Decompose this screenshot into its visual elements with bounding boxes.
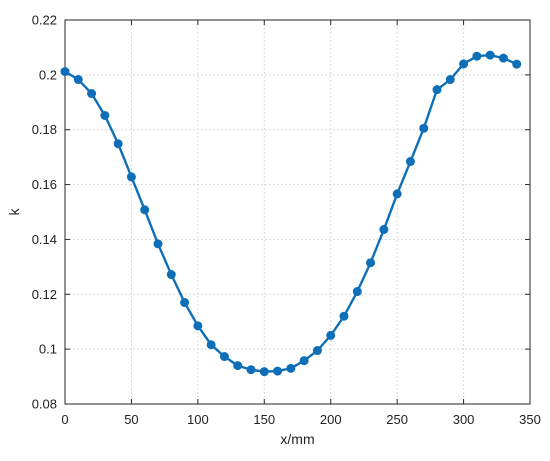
data-point: [113, 139, 123, 149]
data-point: [366, 258, 376, 268]
data-point: [445, 75, 455, 85]
y-tick-label: 0.16: [32, 177, 57, 192]
data-point: [206, 340, 216, 350]
y-axis: 0.08 0.1 0.12 0.14 0.16 0.18 0.2 0.22: [32, 13, 530, 412]
data-point: [259, 367, 269, 377]
data-point: [60, 67, 70, 77]
data-point: [498, 53, 508, 63]
x-axis-label: x/mm: [280, 431, 314, 447]
data-point: [73, 75, 83, 85]
plot-frame: [64, 19, 531, 405]
data-point: [339, 311, 349, 321]
data-point: [379, 225, 389, 235]
data-point: [193, 321, 203, 331]
data-point: [312, 346, 322, 356]
series-line: [64, 53, 518, 373]
x-tick-label: 300: [453, 412, 475, 427]
data-point: [126, 172, 136, 182]
data-point: [286, 363, 296, 373]
data-point: [485, 50, 495, 60]
y-tick-label: 0.2: [39, 67, 57, 82]
data-point: [246, 365, 256, 375]
data-point: [419, 123, 429, 133]
x-axis: 0 50 100 150 200 250 300 350: [61, 20, 541, 427]
x-tick-label: 50: [124, 412, 138, 427]
y-tick-label: 0.22: [32, 13, 57, 28]
x-tick-label: 100: [187, 412, 209, 427]
y-tick-label: 0.1: [39, 342, 57, 357]
data-point: [472, 51, 482, 61]
x-tick-label: 250: [386, 412, 408, 427]
data-point: [326, 330, 336, 340]
data-point: [299, 356, 309, 366]
data-point: [392, 189, 402, 199]
y-tick-label: 0.18: [32, 122, 57, 137]
data-point: [166, 270, 176, 280]
x-tick-label: 0: [61, 412, 68, 427]
data-point: [180, 298, 190, 308]
data-point: [273, 366, 283, 376]
data-point: [219, 352, 229, 362]
data-point: [100, 110, 110, 120]
y-axis-label: k: [6, 208, 22, 216]
x-tick-label: 350: [519, 412, 541, 427]
data-point: [459, 59, 469, 69]
y-tick-label: 0.14: [32, 232, 57, 247]
series-layer: [60, 50, 522, 377]
data-point: [352, 287, 362, 297]
data-point: [140, 205, 150, 215]
data-point: [233, 361, 243, 371]
y-tick-label: 0.12: [32, 287, 57, 302]
data-point: [87, 89, 97, 99]
y-tick-label: 0.08: [32, 397, 57, 412]
data-point: [153, 239, 163, 249]
data-point: [432, 85, 442, 95]
x-tick-label: 200: [320, 412, 342, 427]
data-point: [512, 59, 522, 69]
data-point: [405, 157, 415, 167]
x-tick-label: 150: [253, 412, 275, 427]
grid-lines: [64, 19, 531, 405]
